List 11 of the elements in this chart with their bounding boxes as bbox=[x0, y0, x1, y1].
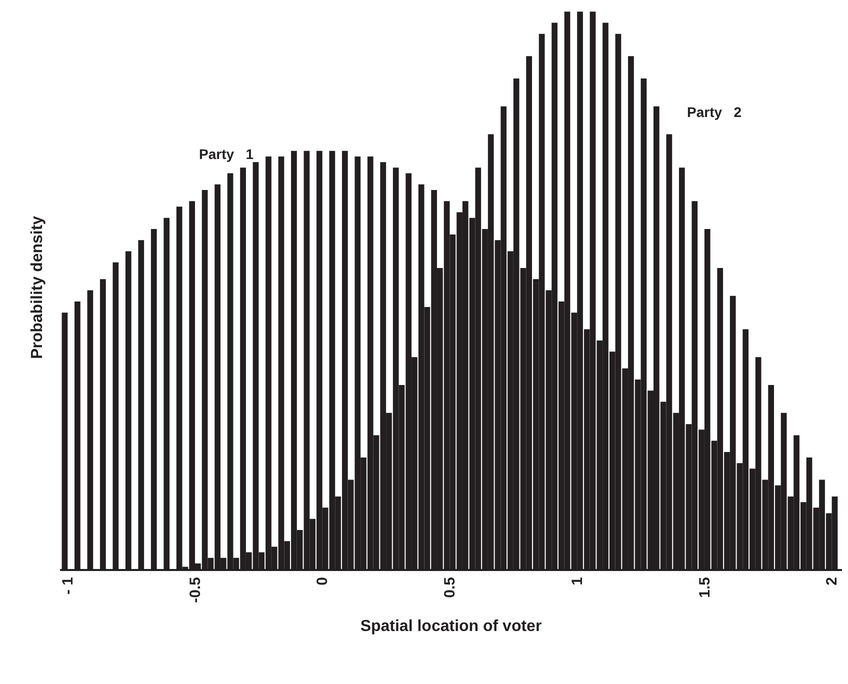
x-tick-label: 0.5 bbox=[442, 577, 459, 598]
x-tick-label: -0.5 bbox=[186, 577, 204, 603]
x-tick-label: 0 bbox=[314, 577, 332, 586]
x-tick-label: - 1 bbox=[60, 577, 77, 595]
x-axis-title: Spatial location of voter bbox=[360, 618, 542, 636]
x-tick-label: 2 bbox=[824, 577, 841, 586]
annotation: Party 2 bbox=[687, 104, 742, 120]
x-tick-label: 1.5 bbox=[696, 577, 714, 598]
annotation: Party 1 bbox=[199, 146, 254, 162]
y-axis-title: Probability density bbox=[28, 216, 46, 360]
x-tick-label: 1 bbox=[568, 577, 586, 586]
